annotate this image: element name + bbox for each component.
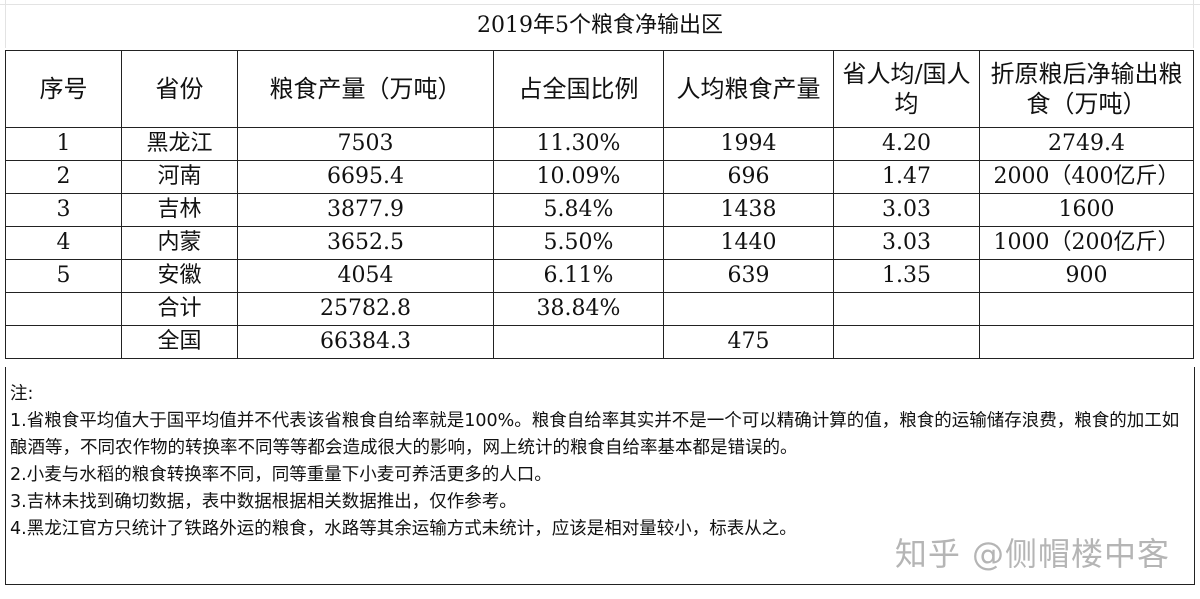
header-cell: 省份	[121, 50, 238, 128]
table-row: 1 黑龙江 7503 11.30% 1994 4.20 2749.4	[5, 127, 1194, 161]
table-cell: 2749.4	[979, 127, 1194, 161]
table-cell: 合计	[121, 292, 238, 326]
table-cell: 1438	[663, 193, 834, 227]
table-cell: 639	[663, 259, 834, 293]
table-cell: 3	[5, 193, 122, 227]
table-title: 2019年5个粮食净输出区	[477, 13, 723, 38]
table-row-national: 全国 66384.3 475	[5, 325, 1194, 359]
table-cell: 吉林	[121, 193, 238, 227]
table-cell: 38.84%	[493, 292, 664, 326]
table-cell: 4	[5, 226, 122, 260]
table-cell: 66384.3	[237, 325, 494, 359]
table-cell: 河南	[121, 160, 238, 194]
table-cell	[979, 292, 1194, 326]
table-cell	[5, 292, 122, 326]
header-cell: 人均粮食产量	[663, 50, 834, 128]
table-cell: 696	[663, 160, 834, 194]
table-cell: 7503	[237, 127, 494, 161]
table-cell	[833, 325, 980, 359]
table-cell: 3652.5	[237, 226, 494, 260]
table-cell: 1600	[979, 193, 1194, 227]
watermark: 知乎 @侧帽楼中客	[894, 535, 1170, 573]
note-item: 4.黑龙江官方只统计了铁路外运的粮食，水路等其余运输方式未统计，应该是相对量较小…	[10, 519, 797, 539]
table-cell	[979, 325, 1194, 359]
table-cell	[833, 292, 980, 326]
table-cell: 25782.8	[237, 292, 494, 326]
table-cell: 1	[5, 127, 122, 161]
notes-box: 注: 1.省粮食平均值大于国平均值并不代表该省粮食自给率就是100%。粮食自给率…	[5, 367, 1195, 585]
table-cell: 6695.4	[237, 160, 494, 194]
table-cell: 1994	[663, 127, 834, 161]
sheet-gridline	[1193, 0, 1194, 48]
table-cell: 3.03	[833, 226, 980, 260]
table-cell: 5.50%	[493, 226, 664, 260]
header-row: 序号 省份 粮食产量（万吨） 占全国比例 人均粮食产量 省人均/国人均 折原粮后…	[5, 50, 1194, 128]
table-cell: 3877.9	[237, 193, 494, 227]
table-cell: 4054	[237, 259, 494, 293]
table-cell: 11.30%	[493, 127, 664, 161]
table-cell: 1.47	[833, 160, 980, 194]
table-cell: 内蒙	[121, 226, 238, 260]
table-row: 5 安徽 4054 6.11% 639 1.35 900	[5, 259, 1194, 293]
table-row-total: 合计 25782.8 38.84%	[5, 292, 1194, 326]
table-cell: 3.03	[833, 193, 980, 227]
table-cell	[493, 325, 664, 359]
table-cell: 安徽	[121, 259, 238, 293]
sheet-gridline	[5, 0, 6, 48]
table-cell: 6.11%	[493, 259, 664, 293]
header-cell: 占全国比例	[493, 50, 664, 128]
table-cell: 475	[663, 325, 834, 359]
table-cell: 1000（200亿斤）	[979, 226, 1194, 260]
table-row: 4 内蒙 3652.5 5.50% 1440 3.03 1000（200亿斤）	[5, 226, 1194, 260]
notes-label: 注:	[10, 384, 34, 404]
table-cell: 2	[5, 160, 122, 194]
header-cell: 序号	[5, 50, 122, 128]
table-cell: 全国	[121, 325, 238, 359]
table-cell	[5, 325, 122, 359]
header-cell: 省人均/国人均	[833, 50, 980, 128]
header-cell: 折原粮后净输出粮食（万吨）	[979, 50, 1194, 128]
table-cell: 黑龙江	[121, 127, 238, 161]
sheet-gridline	[0, 4, 1200, 5]
table-cell: 10.09%	[493, 160, 664, 194]
table-cell: 5	[5, 259, 122, 293]
header-cell: 粮食产量（万吨）	[237, 50, 494, 128]
table-cell	[663, 292, 834, 326]
table-cell: 1.35	[833, 259, 980, 293]
table-cell: 5.84%	[493, 193, 664, 227]
note-item: 2.小麦与水稻的粮食转换率不同，同等重量下小麦可养活更多的人口。	[10, 465, 552, 485]
table-row: 3 吉林 3877.9 5.84% 1438 3.03 1600	[5, 193, 1194, 227]
table-cell: 4.20	[833, 127, 980, 161]
table-cell: 2000（400亿斤）	[979, 160, 1194, 194]
note-item: 1.省粮食平均值大于国平均值并不代表该省粮食自给率就是100%。粮食自给率其实并…	[10, 411, 1180, 458]
table-cell: 1440	[663, 226, 834, 260]
table-cell: 900	[979, 259, 1194, 293]
grain-table: 序号 省份 粮食产量（万吨） 占全国比例 人均粮食产量 省人均/国人均 折原粮后…	[5, 50, 1194, 359]
table-row: 2 河南 6695.4 10.09% 696 1.47 2000（400亿斤）	[5, 160, 1194, 194]
note-item: 3.吉林未找到确切数据，表中数据根据相关数据推出，仅作参考。	[10, 492, 517, 512]
